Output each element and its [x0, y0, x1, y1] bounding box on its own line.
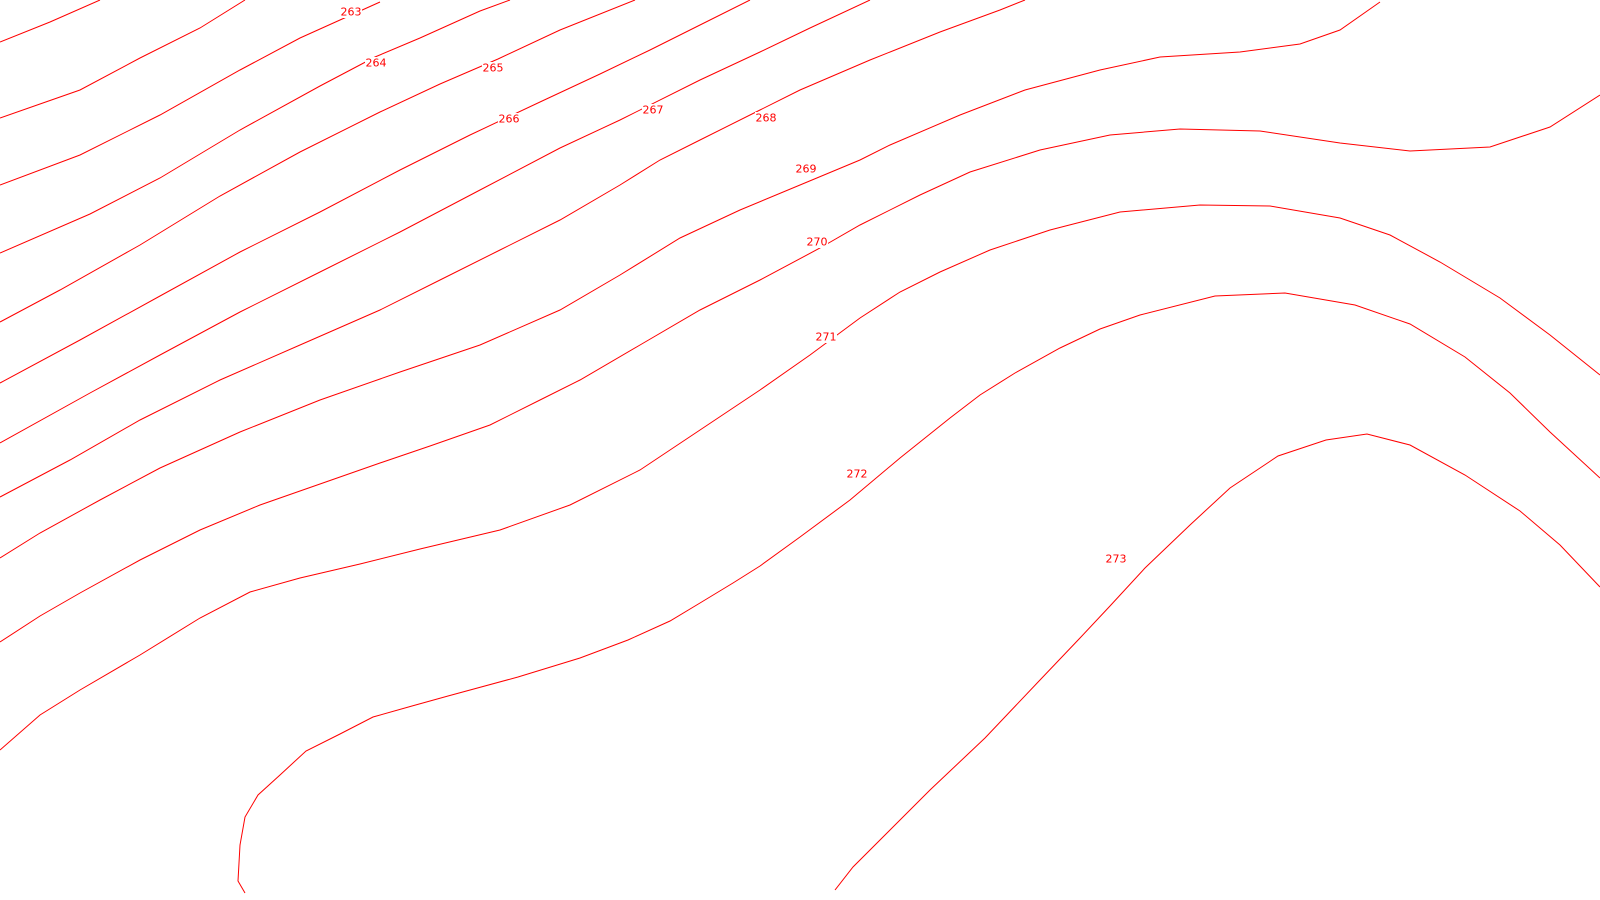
- contour-line-unlabeled: [0, 0, 636, 323]
- contour-label-mask: [795, 163, 817, 175]
- contour-line-273: [834, 433, 1600, 891]
- contour-label-272: 272: [847, 468, 868, 481]
- contour-label-mask: [482, 62, 504, 74]
- contour-line-272-2: [237, 292, 1600, 894]
- contour-label-mask: [815, 331, 837, 343]
- contour-label-270: 270: [807, 236, 828, 249]
- contour-label-269: 269: [796, 163, 817, 176]
- contour-label-mask: [498, 113, 520, 125]
- contour-label-266: 266: [499, 113, 520, 126]
- contour-labels: 263 264 265 266 267 268 269 270 271 272 273: [340, 6, 1127, 566]
- contour-line-269: [0, 0, 1026, 498]
- contour-line-267: [0, 0, 751, 384]
- contour-label-mask: [642, 104, 664, 116]
- contour-line-264: [0, 0, 246, 119]
- contour-label-mask: [755, 112, 777, 124]
- contour-label-267: 267: [643, 104, 664, 117]
- contour-label-264: 264: [366, 57, 387, 70]
- contour-label-mask: [846, 468, 868, 480]
- contour-label-273: 273: [1106, 553, 1127, 566]
- contour-label-mask: [340, 6, 362, 18]
- contour-label-mask: [806, 236, 828, 248]
- contour-line-268: [0, 0, 871, 444]
- contour-line-270: [0, 1, 1381, 559]
- contour-label-271: 271: [816, 331, 837, 344]
- contour-line-272-1: [0, 204, 1600, 751]
- contour-line-266: [0, 0, 511, 254]
- contour-label-mask: [1105, 553, 1127, 565]
- contour-label-mask: [365, 57, 387, 69]
- contour-label-265: 265: [483, 62, 504, 75]
- contour-line-271: [0, 94, 1600, 643]
- contour-line-265: [0, 1, 381, 186]
- contour-line-263: [0, 0, 101, 43]
- contour-label-263: 263: [341, 6, 362, 19]
- contour-label-268: 268: [756, 112, 777, 125]
